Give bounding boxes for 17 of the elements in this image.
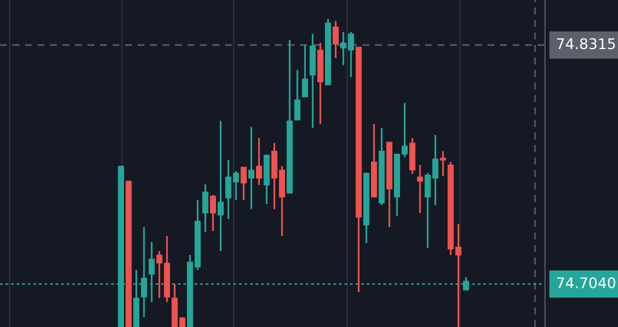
- candlestick: [455, 223, 462, 327]
- candlestick: [210, 194, 216, 232]
- candlestick: [416, 164, 424, 214]
- candlestick: [424, 172, 431, 249]
- candlestick: [432, 134, 438, 206]
- candlestick: [332, 20, 339, 59]
- candlestick: [440, 150, 446, 177]
- candlestick: [218, 120, 224, 252]
- candlestick: [248, 126, 254, 210]
- candlestick: [256, 137, 262, 186]
- candlestick: [302, 44, 308, 98]
- ref-line-label: 74.8315: [557, 38, 615, 50]
- ref-line-label: 74.7040: [557, 277, 616, 288]
- candlestick: [240, 166, 247, 201]
- candlestick: [202, 183, 208, 233]
- candlestick: [294, 69, 300, 121]
- candlestick: [179, 316, 186, 327]
